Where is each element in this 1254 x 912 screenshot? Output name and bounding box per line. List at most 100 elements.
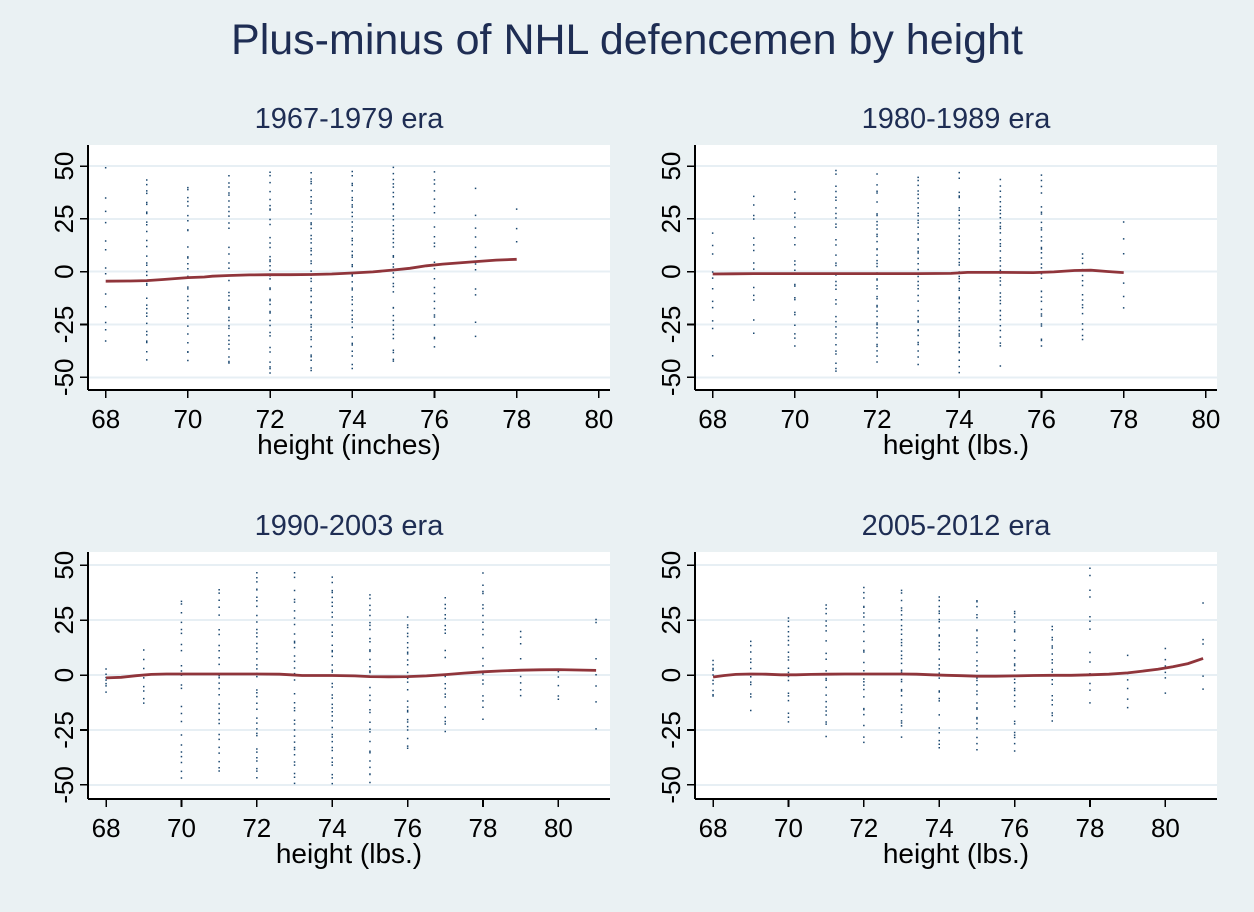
scatter-column <box>474 187 477 338</box>
y-tick-label: 0 <box>49 668 79 682</box>
y-tick-label: -25 <box>49 711 79 749</box>
scatter-column <box>750 640 752 712</box>
scatter-column <box>105 668 107 693</box>
y-tick-label: 50 <box>49 551 79 580</box>
x-tick-label: 72 <box>849 813 878 843</box>
scatter-column <box>482 572 484 720</box>
x-tick-label: 70 <box>774 813 803 843</box>
scatter-column <box>351 170 353 370</box>
scatter-column <box>1164 647 1167 694</box>
y-tick-label: 50 <box>656 152 686 181</box>
scatter-column <box>825 604 827 738</box>
scatter-column <box>187 186 189 362</box>
scatter-column <box>146 179 148 361</box>
scatter-column <box>900 589 903 738</box>
scatter-column <box>143 649 145 704</box>
x-tick-label: 70 <box>167 813 196 843</box>
y-tick-label: -25 <box>656 306 686 344</box>
scatter-column <box>976 600 978 751</box>
x-tick-label: 74 <box>318 813 347 843</box>
y-tick-label: -50 <box>656 359 686 397</box>
y-tick-label: 25 <box>49 606 79 635</box>
scatter-column <box>433 171 436 348</box>
x-tick-label: 72 <box>863 404 892 434</box>
x-axis-title: height (lbs.) <box>276 838 422 869</box>
y-tick-label: 25 <box>656 204 686 233</box>
x-tick-label: 68 <box>92 813 121 843</box>
scatter-column <box>938 596 940 749</box>
scatter-column <box>1081 253 1084 341</box>
scatter-column <box>104 167 107 342</box>
scatter-column <box>392 166 395 362</box>
x-tick-label: 72 <box>242 813 271 843</box>
y-tick-label: 25 <box>49 204 79 233</box>
x-tick-label: 78 <box>502 404 531 434</box>
x-tick-label: 74 <box>945 404 974 434</box>
y-tick-label: -25 <box>49 306 79 344</box>
x-tick-label: 78 <box>469 813 498 843</box>
y-tick-label: 50 <box>49 152 79 181</box>
scatter-column <box>228 175 230 364</box>
x-axis-title: height (lbs.) <box>883 838 1029 869</box>
x-tick-label: 68 <box>91 404 120 434</box>
y-tick-label: 50 <box>656 551 686 580</box>
x-tick-label: 68 <box>698 404 727 434</box>
y-tick-label: 0 <box>656 668 686 682</box>
plot-area <box>88 145 610 390</box>
scatter-column <box>1013 610 1016 752</box>
lowess-line <box>712 657 1204 679</box>
scatter-column <box>180 600 183 779</box>
gridlines <box>89 165 610 379</box>
plot-area <box>695 145 1217 390</box>
x-tick-label: 76 <box>420 404 449 434</box>
x-tick-label: 74 <box>925 813 954 843</box>
scatter-column <box>519 630 522 697</box>
scatter-column <box>269 171 271 374</box>
y-tick-label: -50 <box>656 766 686 804</box>
subplot-title: 1967-1979 era <box>255 103 445 135</box>
scatter-column <box>406 616 409 749</box>
scatter-column <box>1089 567 1091 704</box>
scatter-column <box>917 176 919 366</box>
scatter-column <box>369 594 371 784</box>
x-tick-label: 80 <box>544 813 573 843</box>
x-tick-label: 74 <box>338 404 367 434</box>
y-tick-label: -50 <box>49 766 79 804</box>
x-axis-title: height (lbs.) <box>883 429 1029 460</box>
scatter-column <box>293 572 296 785</box>
x-tick-label: 70 <box>173 404 202 434</box>
y-tick-label: 0 <box>49 264 79 278</box>
scatter-column <box>835 169 837 372</box>
x-tick-label: 80 <box>1151 813 1180 843</box>
scatter-column <box>1122 221 1125 309</box>
scatter-column <box>256 572 258 779</box>
x-tick-label: 80 <box>1191 404 1220 434</box>
lowess-line <box>106 668 597 680</box>
scatter-column <box>787 617 790 723</box>
x-tick-label: 72 <box>256 404 285 434</box>
y-tick-label: 25 <box>656 606 686 635</box>
x-tick-label: 80 <box>584 404 613 434</box>
scatter-column <box>753 195 755 334</box>
scatter-column <box>218 589 220 772</box>
subplot-title: 1990-2003 era <box>255 510 445 542</box>
scatter-column <box>595 618 597 730</box>
x-tick-label: 70 <box>780 404 809 434</box>
x-tick-label: 78 <box>1076 813 1105 843</box>
lowess-line <box>712 268 1124 276</box>
x-tick-label: 78 <box>1109 404 1138 434</box>
y-tick-label: 0 <box>656 264 686 278</box>
scatter-column <box>557 668 560 700</box>
scatter-column <box>331 576 333 785</box>
x-tick-label: 68 <box>699 813 728 843</box>
scatter-column <box>712 659 714 697</box>
x-tick-label: 76 <box>1000 813 1029 843</box>
scatter-column <box>711 232 714 357</box>
x-tick-label: 76 <box>1027 404 1056 434</box>
lowess-line <box>105 257 517 283</box>
subplot-title: 2005-2012 era <box>862 510 1052 542</box>
y-tick-label: -50 <box>49 359 79 397</box>
subplot-title: 1980-1989 era <box>862 103 1052 135</box>
